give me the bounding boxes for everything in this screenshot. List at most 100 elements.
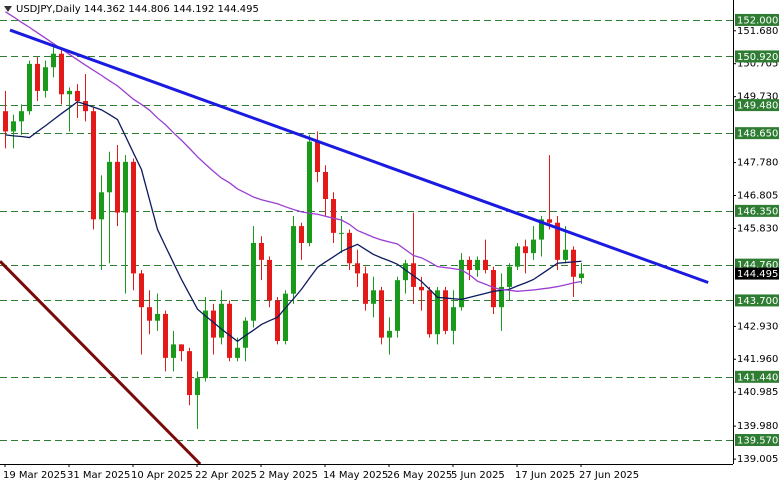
level-label: 141.440 [737, 372, 778, 383]
candle-body [203, 310, 208, 379]
y-tick-label: 140.985 [737, 387, 778, 398]
candle-body [315, 141, 320, 173]
candle-body [539, 219, 544, 240]
candle-body [307, 141, 312, 243]
candle-body [443, 290, 448, 331]
candle-body [211, 310, 216, 338]
candle-body [339, 232, 344, 234]
y-tick-label: 149.730 [737, 92, 778, 103]
candle-body [219, 303, 224, 338]
candle-body [467, 259, 472, 271]
level-label-box [735, 50, 779, 63]
candle-body [363, 273, 368, 304]
candle-body [27, 63, 32, 112]
candle-body [243, 320, 248, 348]
candle-body [227, 303, 232, 358]
candle-body [507, 266, 512, 287]
candle-body [251, 242, 256, 321]
candle-body [379, 290, 384, 338]
candle-body [75, 90, 80, 102]
last-price-label: 144.495 [737, 269, 778, 280]
candle-body [523, 246, 528, 254]
level-label: 146.350 [737, 206, 778, 217]
level-label: 143.700 [737, 296, 778, 307]
candle-body [371, 290, 376, 304]
candle-body [115, 161, 120, 213]
candle-body [395, 280, 400, 331]
x-tick-label: 22 Apr 2025 [195, 470, 257, 481]
candle-body [475, 259, 480, 271]
x-tick-label: 2 May 2025 [259, 470, 318, 481]
x-tick-label: 31 Mar 2025 [67, 470, 130, 481]
moving-average [5, 11, 582, 292]
level-label-box [735, 294, 779, 307]
candle-body [99, 192, 104, 220]
candle-body [235, 347, 240, 358]
x-tick-label: 27 Jun 2025 [579, 470, 639, 481]
level-label-box [735, 127, 779, 140]
x-tick-label: 19 Mar 2025 [3, 470, 66, 481]
candle-body [547, 219, 552, 223]
y-tick-label: 142.930 [737, 321, 778, 332]
x-tick-label: 5 Jun 2025 [451, 470, 505, 481]
trend-line [9, 28, 709, 284]
candle-body [483, 259, 488, 271]
candle-body [155, 313, 160, 321]
y-tick-label: 141.960 [737, 354, 778, 365]
candle-body [323, 172, 328, 200]
candle-body [515, 246, 520, 267]
candle-body [531, 239, 536, 254]
y-tick-label: 151.680 [737, 26, 778, 37]
level-label-box [735, 204, 779, 217]
candle-body [123, 161, 128, 213]
candle-body [571, 249, 576, 277]
candle-body [275, 300, 280, 341]
candle-body [163, 313, 168, 358]
moving-average [5, 100, 582, 343]
candle-body [147, 307, 152, 321]
x-tick-label: 14 May 2025 [323, 470, 388, 481]
candle-body [107, 161, 112, 193]
candle-body [187, 351, 192, 396]
y-tick-label: 145.830 [737, 223, 778, 234]
candle-body [3, 111, 8, 132]
level-label-box [735, 13, 779, 26]
last-price-box [735, 267, 779, 280]
candle-body [59, 53, 64, 95]
level-label-box [735, 99, 779, 112]
candle-body [35, 63, 40, 91]
trend-line [0, 260, 202, 464]
symbol-icon [4, 6, 12, 12]
candle-body [139, 273, 144, 308]
x-tick-label: 10 Apr 2025 [131, 470, 193, 481]
level-label: 139.570 [737, 436, 778, 447]
candle-body [259, 242, 264, 260]
candle-body [67, 90, 72, 95]
y-tick-label: 139.005 [737, 454, 778, 465]
candle-body [43, 67, 48, 91]
candle-body [331, 199, 336, 233]
candle-body [435, 290, 440, 335]
candle-body [291, 226, 296, 294]
candle-body [491, 270, 496, 308]
candle-body [387, 330, 392, 338]
y-tick-label: 147.780 [737, 158, 778, 169]
level-label-box [735, 370, 779, 383]
candle-body [195, 378, 200, 396]
level-label: 152.000 [737, 15, 778, 26]
level-label-box [735, 434, 779, 447]
candle-body [403, 263, 408, 281]
candle-body [19, 111, 24, 122]
candle-body [555, 222, 560, 260]
candle-body [451, 307, 456, 331]
level-label: 144.760 [737, 260, 778, 271]
x-tick-label: 26 May 2025 [387, 470, 452, 481]
candle-body [91, 111, 96, 220]
x-tick-label: 17 Jun 2025 [515, 470, 575, 481]
level-label: 148.650 [737, 129, 778, 140]
candle-body [267, 259, 272, 301]
y-tick-label: 150.705 [737, 59, 778, 70]
candle-body [283, 293, 288, 341]
level-label: 150.920 [737, 52, 778, 63]
